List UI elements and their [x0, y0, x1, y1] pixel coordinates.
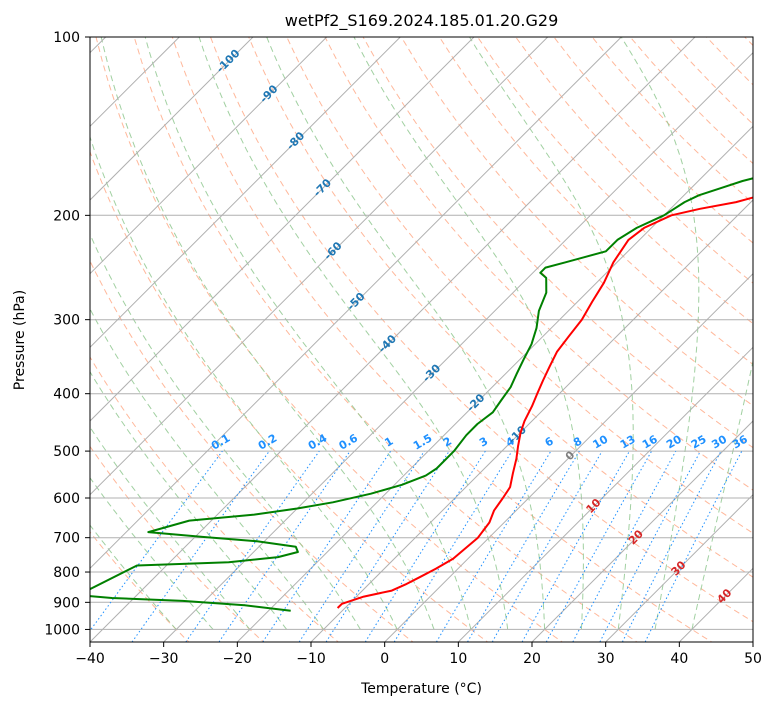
y-axis-label: Pressure (hPa): [12, 290, 28, 390]
isotherm-gridline: [384, 272, 753, 642]
isotherm-gridline: [90, 37, 549, 496]
x-tick-label: 40: [670, 651, 688, 667]
dry-adiabat: [477, 37, 753, 325]
mixing-ratio-line: [521, 450, 630, 642]
isotherm-gridline: [90, 37, 401, 349]
x-tick-label: 20: [523, 651, 541, 667]
x-tick-label: −10: [296, 651, 326, 667]
x-tick-label: 10: [449, 651, 467, 667]
moist-adiabat: [353, 37, 584, 630]
mixing-ratio-line: [572, 450, 677, 642]
isotherm-gridline: [90, 37, 475, 422]
dewpoint-profile-line: [90, 177, 753, 612]
isotherm-gridline: [236, 125, 753, 642]
isotherm-gridline: [531, 420, 753, 642]
isotherm-gridline: [90, 37, 622, 570]
mixing-ratio-line: [393, 450, 513, 642]
x-tick-label: −20: [223, 651, 253, 667]
x-tick-label: 30: [597, 651, 615, 667]
moist-adiabat: [144, 37, 472, 630]
moist-adiabat: [90, 524, 177, 630]
y-tick-label: 200: [53, 208, 80, 224]
temperature-profile-line: [336, 196, 753, 609]
dry-adiabat: [400, 37, 753, 407]
dry-adiabat: [362, 37, 753, 449]
x-tick-label: −30: [149, 651, 179, 667]
moist-adiabat: [266, 37, 546, 630]
moist-adiabat: [90, 135, 398, 630]
isotherm-gridline: [310, 199, 753, 642]
x-tick-label: −40: [75, 651, 105, 667]
dry-adiabat: [324, 37, 753, 491]
moist-adiabat: [100, 37, 435, 630]
isotherm-gridline: [605, 493, 753, 642]
isotherm-gridline: [163, 51, 753, 642]
mixing-ratio-line: [325, 450, 450, 642]
y-tick-label: 1000: [44, 622, 80, 638]
moist-adiabat: [90, 308, 324, 630]
dry-adiabat: [90, 259, 414, 642]
moist-adiabat: [198, 37, 509, 630]
dry-adiabat: [286, 37, 753, 534]
y-tick-label: 100: [53, 30, 80, 46]
isotherm-gridline: [90, 37, 254, 201]
mixing-ratio-line: [218, 450, 351, 642]
moist-adiabat: [691, 358, 753, 630]
x-tick-label: 0: [380, 651, 389, 667]
x-axis-label: Temperature (°C): [360, 681, 482, 697]
moist-adiabat: [90, 476, 214, 630]
isotherm-gridline: [90, 37, 696, 642]
mixing-ratio-line: [90, 450, 223, 632]
y-tick-label: 600: [53, 491, 80, 507]
plot-frame: [89, 36, 754, 643]
dry-adiabat: [248, 37, 753, 578]
mixing-ratio-line: [545, 450, 653, 642]
moist-adiabat: [90, 370, 288, 630]
moist-adiabat: [469, 37, 634, 630]
chart-title: wetPf2_S169.2024.185.01.20.G29: [285, 11, 559, 31]
y-tick-label: 400: [53, 387, 80, 403]
y-tick-label: 800: [53, 565, 80, 581]
isotherm-gridline: [457, 346, 753, 642]
moist-adiabat: [620, 37, 700, 630]
dry-adiabat: [438, 37, 753, 366]
mixing-ratio-line: [298, 450, 425, 642]
moist-adiabat: [90, 426, 251, 630]
x-tick-label: 50: [744, 651, 762, 667]
mixing-ratio-line: [262, 450, 392, 642]
mixing-ratio-line: [185, 450, 320, 642]
moist-adiabat: [90, 232, 361, 630]
mixing-ratio-line: [644, 450, 743, 642]
isotherm-gridline: [90, 37, 328, 275]
y-tick-label: 900: [53, 595, 80, 611]
y-tick-label: 700: [53, 531, 80, 547]
y-tick-label: 500: [53, 444, 80, 460]
y-tick-label: 300: [53, 313, 80, 329]
